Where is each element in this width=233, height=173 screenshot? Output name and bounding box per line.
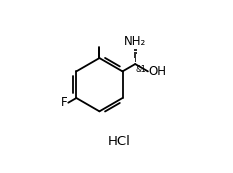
Text: &1: &1 <box>136 65 147 74</box>
Text: OH: OH <box>149 65 167 78</box>
Text: HCl: HCl <box>108 135 131 148</box>
Text: NH₂: NH₂ <box>124 35 146 48</box>
Text: F: F <box>61 96 68 109</box>
